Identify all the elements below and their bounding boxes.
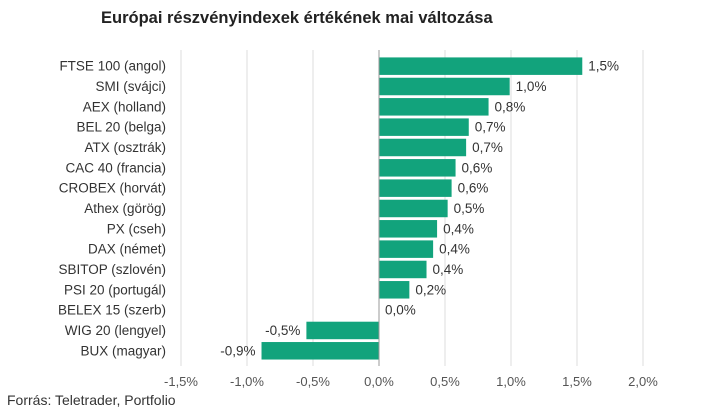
category-label: PSI 20 (portugál) — [64, 282, 166, 297]
x-tick-label: -1,5% — [164, 374, 198, 389]
category-label: BEL 20 (belga) — [76, 120, 166, 135]
bar — [379, 179, 452, 197]
x-tick-label: 1,0% — [496, 374, 526, 389]
category-label: PX (cseh) — [107, 221, 166, 236]
value-label: 0,7% — [475, 120, 506, 135]
category-label: CROBEX (horvát) — [59, 181, 166, 196]
x-tick-labels: -1,5% -1,0% -0,5% 0,0% 0,5% 1,0% 1,5% 2,0% — [164, 374, 658, 389]
category-label: ATX (osztrák) — [84, 140, 166, 155]
category-label: BELEX 15 (szerb) — [58, 303, 166, 318]
bar — [379, 77, 510, 96]
category-labels: FTSE 100 (angol) SMI (svájci) AEX (holland… — [58, 59, 166, 359]
value-label: 0,8% — [495, 99, 526, 114]
bar — [379, 199, 448, 218]
value-label: 0,6% — [458, 181, 489, 196]
bar — [379, 118, 469, 136]
bar — [306, 321, 379, 340]
category-label: Athex (görög) — [84, 201, 166, 216]
bar — [379, 260, 427, 279]
chart-title: Európai részvényindexek értékének mai vá… — [101, 9, 493, 27]
x-tick-label: 0,0% — [364, 374, 394, 389]
value-label: 0,4% — [443, 221, 474, 236]
source-note: Forrás: Teletrader, Portfolio — [7, 392, 176, 408]
category-label: SMI (svájci) — [96, 79, 167, 94]
category-label: FTSE 100 (angol) — [59, 59, 166, 74]
value-label: 0,7% — [472, 140, 503, 155]
bar — [379, 57, 583, 75]
x-tick-label: -0,5% — [296, 374, 330, 389]
category-label: CAC 40 (francia) — [65, 160, 166, 175]
category-label: WIG 20 (lengyel) — [65, 323, 166, 338]
bars — [261, 57, 583, 360]
value-label: 0,2% — [415, 282, 446, 297]
category-label: AEX (holland) — [83, 99, 166, 114]
bar — [379, 138, 467, 157]
bar — [379, 159, 456, 177]
value-label: 1,5% — [588, 59, 619, 74]
value-label: -0,5% — [265, 323, 300, 338]
x-tick-label: 2,0% — [628, 374, 658, 389]
x-tick-label: -1,0% — [230, 374, 264, 389]
value-label: 0,4% — [433, 262, 464, 277]
bar — [261, 342, 379, 360]
value-label: 0,0% — [385, 303, 416, 318]
category-label: SBITOP (szlovén) — [58, 262, 166, 277]
value-label: 0,5% — [454, 201, 485, 216]
value-label: 0,4% — [439, 242, 470, 257]
bar — [379, 98, 489, 116]
value-labels: 1,5% 1,0% 0,8% 0,7% 0,7% 0,6% 0,6% 0,5% 0,4% 0,4%… — [220, 59, 619, 359]
value-label: 0,6% — [462, 160, 493, 175]
bar — [379, 281, 410, 299]
bar — [379, 240, 434, 258]
bar — [379, 220, 438, 238]
category-label: DAX (német) — [88, 242, 166, 257]
x-tick-label: 1,5% — [562, 374, 592, 389]
x-tick-label: 0,5% — [430, 374, 460, 389]
category-label: BUX (magyar) — [80, 343, 166, 358]
value-label: -0,9% — [220, 343, 255, 358]
value-label: 1,0% — [516, 79, 547, 94]
